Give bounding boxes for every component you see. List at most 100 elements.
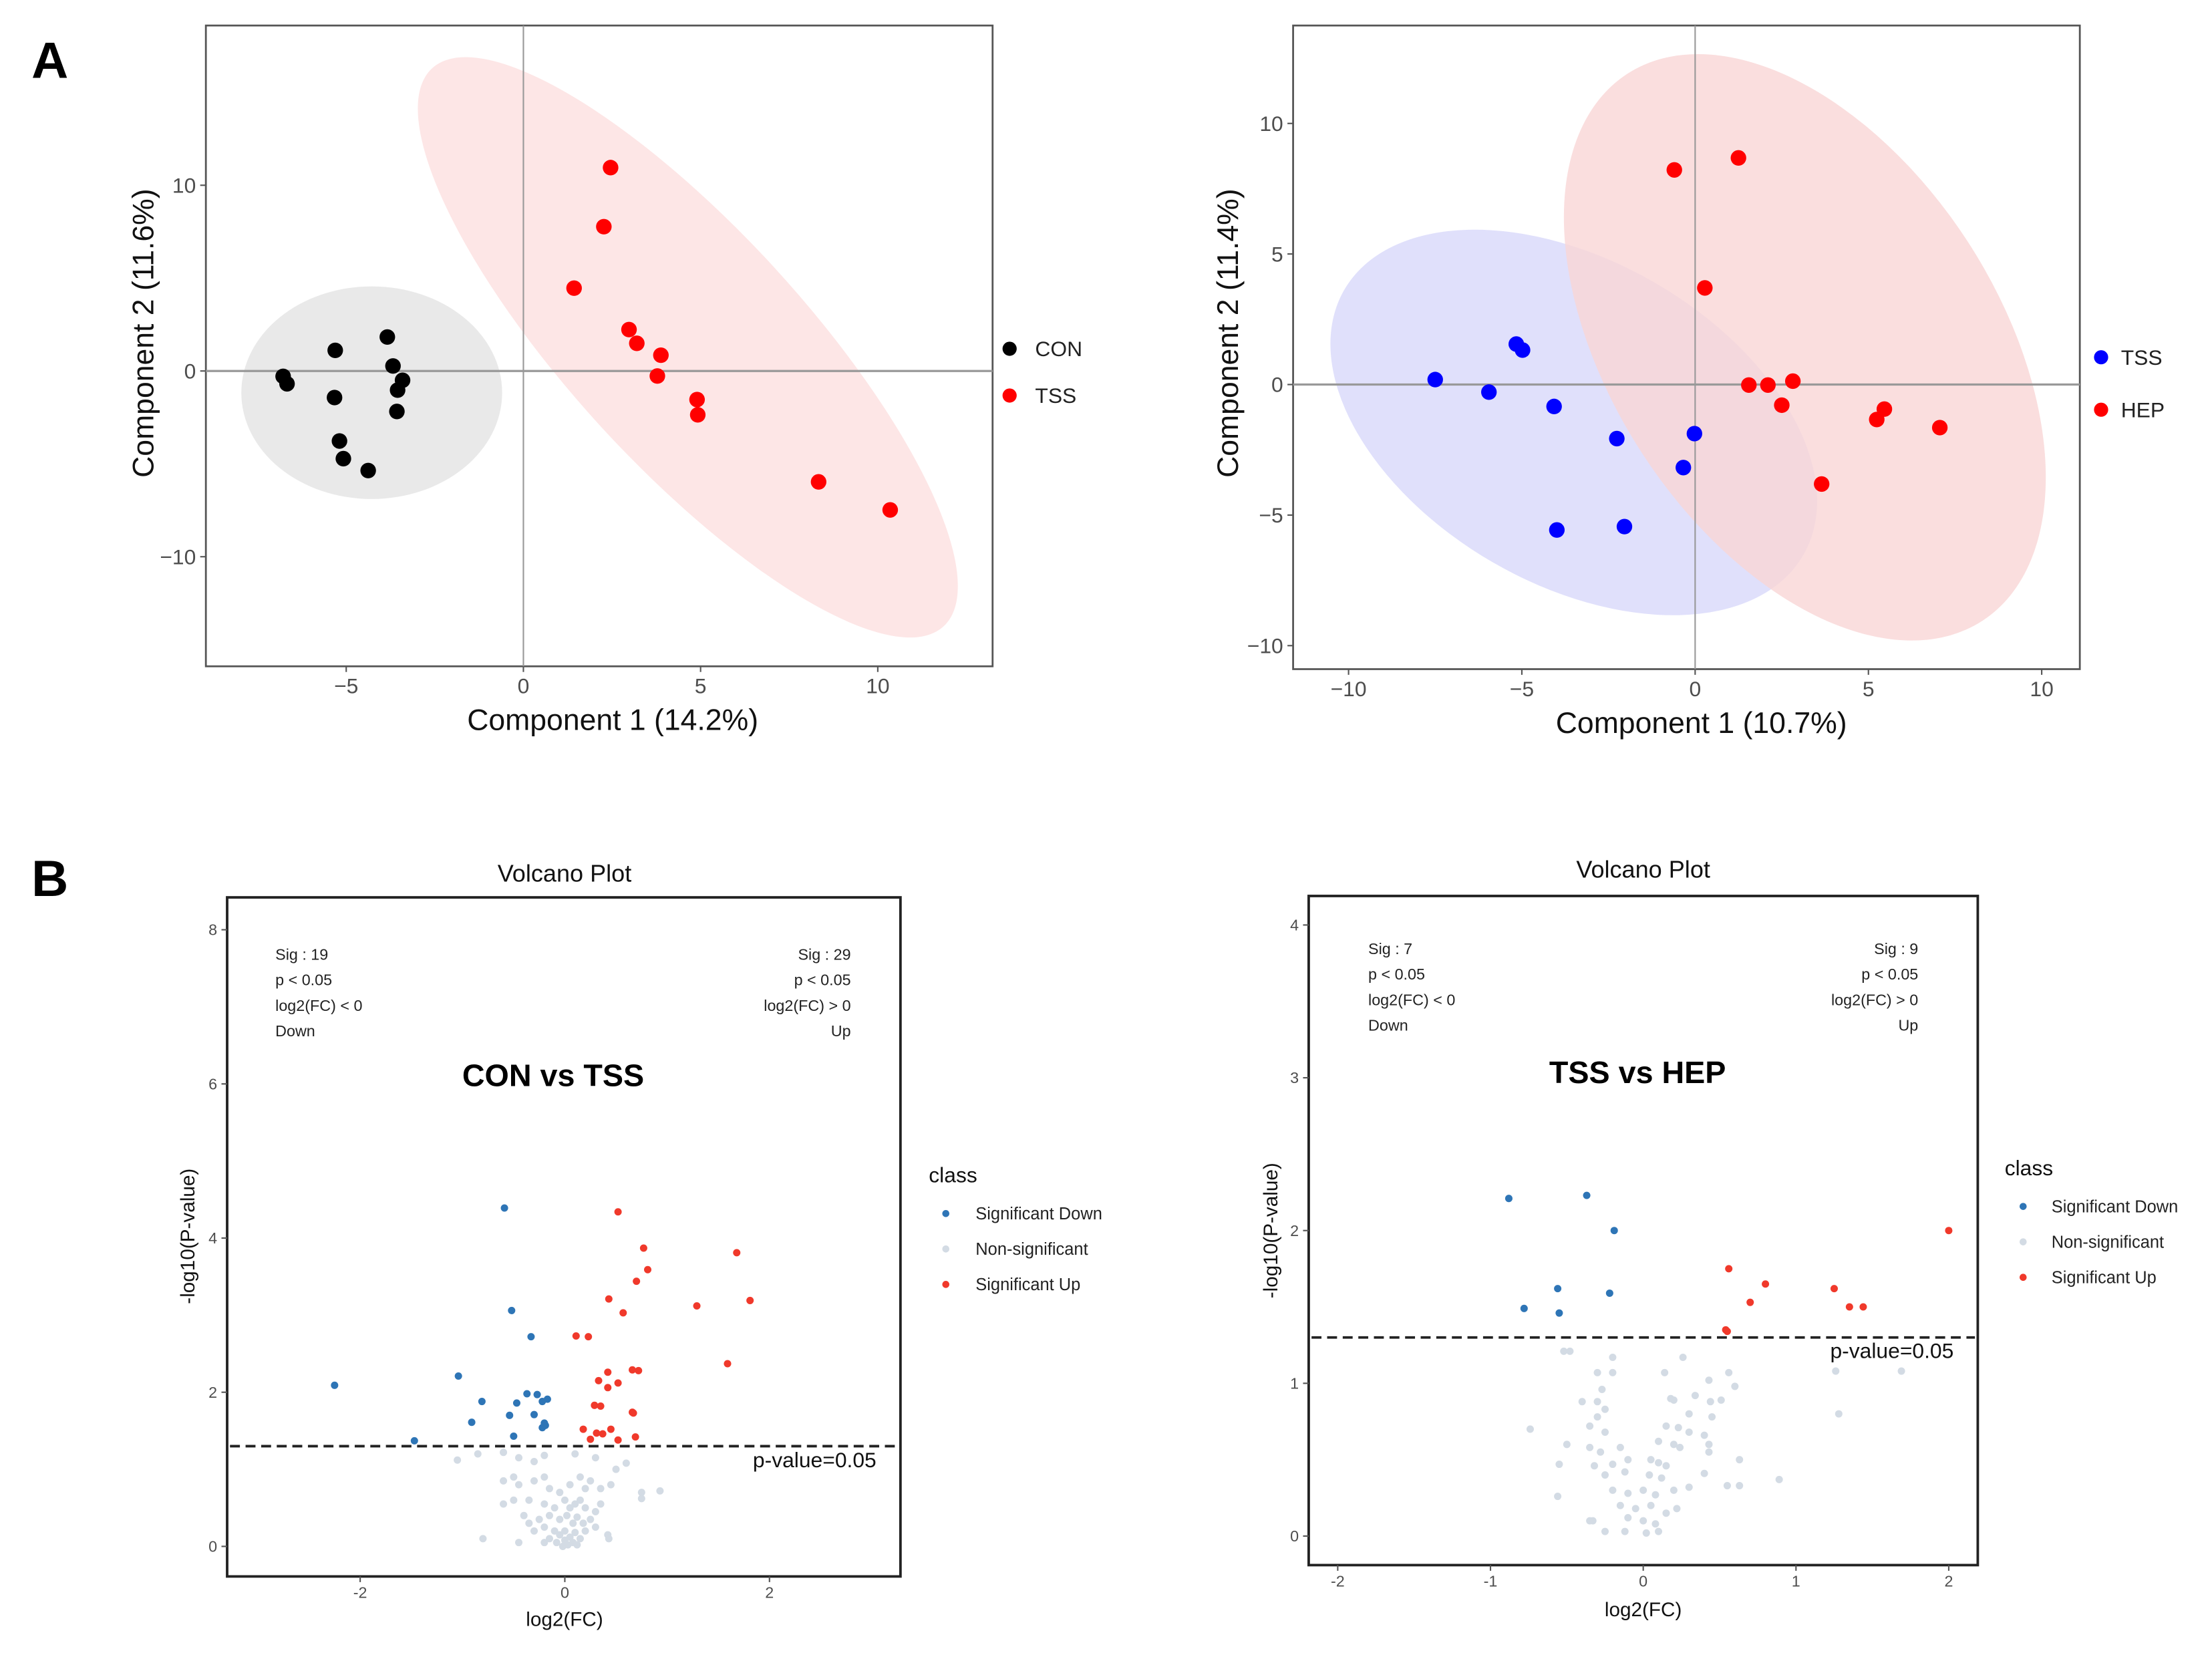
data-point-non-significant xyxy=(605,1535,613,1543)
data-point-tss xyxy=(1481,384,1497,400)
data-point-significant-up xyxy=(1845,1303,1853,1311)
annotation-up: Up xyxy=(831,1022,851,1040)
legend-label: Significant Up xyxy=(2052,1269,2157,1288)
data-point-non-significant xyxy=(545,1535,553,1543)
y-tick-label: 0 xyxy=(208,1538,217,1555)
data-point-significant-up xyxy=(631,1433,639,1441)
y-tick-label: −10 xyxy=(160,545,196,569)
annotation-down: Down xyxy=(275,1022,315,1040)
x-axis-label: Component 1 (14.2%) xyxy=(467,704,758,737)
data-point-con xyxy=(389,404,405,420)
data-point-con xyxy=(379,329,396,345)
data-point-significant-up xyxy=(607,1425,615,1433)
data-point-significant-up xyxy=(599,1430,607,1438)
data-point-non-significant xyxy=(1593,1398,1601,1406)
data-point-tss xyxy=(596,218,612,235)
data-point-tss xyxy=(649,368,665,384)
data-point-non-significant xyxy=(1624,1514,1632,1522)
data-point-significant-up xyxy=(572,1332,580,1340)
legend-marker xyxy=(2094,402,2108,417)
y-tick-label: 3 xyxy=(1290,1069,1299,1086)
data-point-non-significant xyxy=(540,1451,548,1459)
data-point-significant-up xyxy=(635,1366,643,1374)
data-point-non-significant xyxy=(571,1529,579,1537)
data-point-non-significant xyxy=(1526,1425,1534,1433)
data-point-non-significant xyxy=(622,1459,630,1467)
annotation-down: Down xyxy=(1368,1017,1408,1034)
data-point-non-significant xyxy=(591,1508,599,1516)
data-point-non-significant xyxy=(1723,1482,1731,1490)
x-tick-label: −10 xyxy=(1331,677,1367,701)
x-tick-label: 5 xyxy=(695,674,707,698)
legend-item: Non-significant xyxy=(2019,1233,2164,1252)
data-point-non-significant xyxy=(556,1489,564,1497)
legend-label: Significant Down xyxy=(2052,1198,2179,1217)
data-point-non-significant xyxy=(656,1487,664,1495)
data-point-significant-up xyxy=(587,1435,595,1443)
data-point-significant-up xyxy=(1723,1328,1731,1336)
legend-item: Significant Up xyxy=(942,1275,1080,1294)
data-point-tss xyxy=(1676,460,1692,476)
data-point-non-significant xyxy=(1590,1462,1599,1470)
data-point-significant-up xyxy=(693,1302,701,1310)
data-point-non-significant xyxy=(1593,1413,1601,1421)
data-point-non-significant xyxy=(1598,1385,1606,1394)
data-point-non-significant xyxy=(1685,1483,1693,1491)
threshold-label: p-value=0.05 xyxy=(753,1448,877,1472)
data-point-significant-up xyxy=(604,1384,612,1392)
data-point-tss xyxy=(1546,398,1562,415)
y-tick-label: −10 xyxy=(1247,633,1283,657)
data-point-non-significant xyxy=(607,1481,615,1489)
y-tick-label: 10 xyxy=(1259,112,1283,136)
x-tick-label: -2 xyxy=(353,1584,367,1601)
data-point-non-significant xyxy=(1647,1456,1655,1464)
x-tick-label: 5 xyxy=(1863,677,1875,701)
data-point-non-significant xyxy=(1631,1505,1639,1513)
pca-plot-tss-vs-hep: −10 −5 0 5 10 −10 −5 0 5 10 Component 1 (10.7%) Com… xyxy=(1212,24,2165,740)
annotation-up: p < 0.05 xyxy=(794,971,851,989)
data-point-non-significant xyxy=(566,1504,574,1512)
data-point-non-significant xyxy=(1554,1493,1562,1501)
data-point-significant-down xyxy=(508,1306,516,1314)
data-point-significant-down xyxy=(506,1411,514,1419)
legend-label: Non-significant xyxy=(975,1240,1088,1259)
chart-title: Volcano Plot xyxy=(1576,855,1710,883)
confidence-ellipse-hep xyxy=(1563,54,2046,641)
y-tick-label: 0 xyxy=(1271,373,1283,397)
data-point-non-significant xyxy=(552,1539,561,1547)
data-point-con xyxy=(331,433,347,449)
x-tick-label: 0 xyxy=(1689,677,1701,701)
data-point-non-significant xyxy=(637,1489,645,1497)
data-point-non-significant xyxy=(591,1523,599,1531)
data-point-non-significant xyxy=(1616,1443,1624,1451)
data-point-significant-down xyxy=(410,1437,418,1445)
data-point-con xyxy=(327,342,343,359)
y-tick-label: 6 xyxy=(208,1075,217,1092)
data-point-non-significant xyxy=(1601,1471,1609,1479)
data-point-tss xyxy=(689,407,706,423)
data-point-non-significant xyxy=(1662,1422,1670,1430)
data-point-non-significant xyxy=(1835,1410,1843,1418)
data-point-hep xyxy=(1730,150,1746,166)
data-point-non-significant xyxy=(1560,1347,1568,1355)
annotation-up: p < 0.05 xyxy=(1861,965,1918,983)
data-point-non-significant xyxy=(566,1481,574,1489)
data-point-significant-up xyxy=(619,1309,627,1317)
data-point-non-significant xyxy=(612,1465,620,1473)
data-point-non-significant xyxy=(1700,1431,1708,1439)
volcano-plot-con-vs-tss: -2 0 2 0 2 4 6 8 log2(FC) -log10(P-value) Volcano … xyxy=(177,860,1102,1631)
data-point-significant-down xyxy=(1555,1309,1563,1317)
data-point-non-significant xyxy=(581,1504,589,1512)
data-point-non-significant xyxy=(1674,1424,1682,1432)
data-point-non-significant xyxy=(545,1485,553,1493)
data-point-significant-down xyxy=(543,1395,551,1403)
legend-item: Non-significant xyxy=(942,1240,1088,1259)
data-point-non-significant xyxy=(1593,1368,1601,1376)
annotation-down: Sig : 19 xyxy=(275,945,328,963)
data-point-non-significant xyxy=(1586,1422,1594,1430)
data-point-non-significant xyxy=(1662,1509,1670,1517)
data-point-non-significant xyxy=(1662,1462,1670,1470)
data-point-non-significant xyxy=(1651,1491,1660,1499)
data-point-non-significant xyxy=(573,1513,581,1521)
data-point-non-significant xyxy=(587,1477,595,1485)
